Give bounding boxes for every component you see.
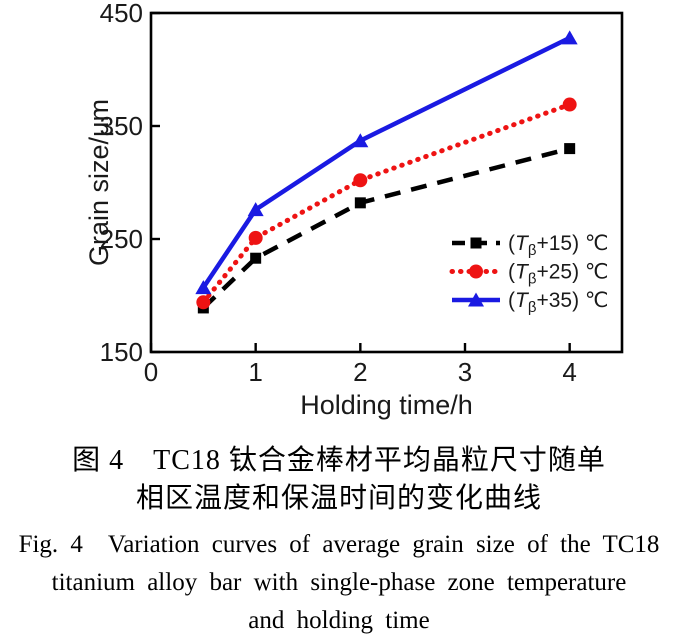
legend-item-tb35 (452, 292, 500, 307)
series-line-tb15 (201, 146, 571, 310)
x-axis-title: Holding time/h (300, 390, 473, 420)
series-marker-tb25 (248, 230, 263, 245)
caption-en-line3: and holding time (248, 607, 430, 634)
legend-marker-tb35 (468, 292, 484, 307)
series-tb35 (195, 30, 578, 295)
series-marker-tb15 (564, 143, 576, 155)
caption-english: Fig. 4 Variation curves of average grain… (0, 526, 678, 640)
series-marker-tb35 (247, 202, 264, 217)
series-marker-tb25 (353, 173, 368, 188)
y-tick-label: 150 (100, 337, 143, 367)
caption-chinese: 图 4 TC18 钛合金棒材平均晶粒尺寸随单 相区温度和保温时间的变化曲线 (0, 442, 678, 518)
legend-label-tb25: (Tβ+25) ℃ (508, 261, 609, 288)
series-marker-tb35 (352, 133, 369, 148)
legend-item-tb15 (452, 237, 500, 249)
x-tick-label: 0 (144, 357, 158, 387)
caption-zh-line2: 相区温度和保温时间的变化曲线 (135, 483, 542, 514)
legend-label-tb15: (Tβ+15) ℃ (508, 232, 609, 259)
x-tick-label: 2 (353, 357, 367, 387)
x-tick-label: 3 (458, 357, 472, 387)
x-tick-label: 1 (248, 357, 262, 387)
series-line-tb25 (200, 102, 573, 305)
series-marker-tb25 (196, 295, 211, 310)
series-marker-tb15 (354, 197, 366, 209)
legend-label-tb35: (Tβ+35) ℃ (508, 289, 609, 316)
grain-size-chart: 0 1 2 3 4 150 250 350 450 Holding time/h Grain siz… (84, 0, 624, 420)
series-tb25 (196, 97, 577, 310)
y-axis-title: Grain size/μm (84, 99, 114, 266)
legend-marker-tb15 (470, 237, 482, 249)
legend-marker-tb25 (469, 264, 483, 279)
series-marker-tb15 (250, 252, 262, 264)
y-tick-label: 450 (100, 0, 143, 28)
series-marker-tb35 (561, 30, 578, 45)
series-marker-tb25 (562, 97, 577, 112)
y-tick-label: 250 (100, 224, 143, 254)
caption-en-line2: titanium alloy bar with single-phase zon… (51, 569, 627, 596)
series-marker-tb35 (195, 280, 212, 295)
series-line-tb35 (201, 35, 571, 289)
y-tick-label: 350 (100, 111, 143, 141)
caption-en-line1: Fig. 4 Variation curves of average grain… (18, 531, 660, 558)
caption-zh-line1: 图 4 TC18 钛合金棒材平均晶粒尺寸随单 (72, 445, 606, 476)
x-tick-label: 4 (562, 357, 576, 387)
plot-frame (149, 11, 624, 354)
legend-item-tb25 (449, 264, 503, 279)
